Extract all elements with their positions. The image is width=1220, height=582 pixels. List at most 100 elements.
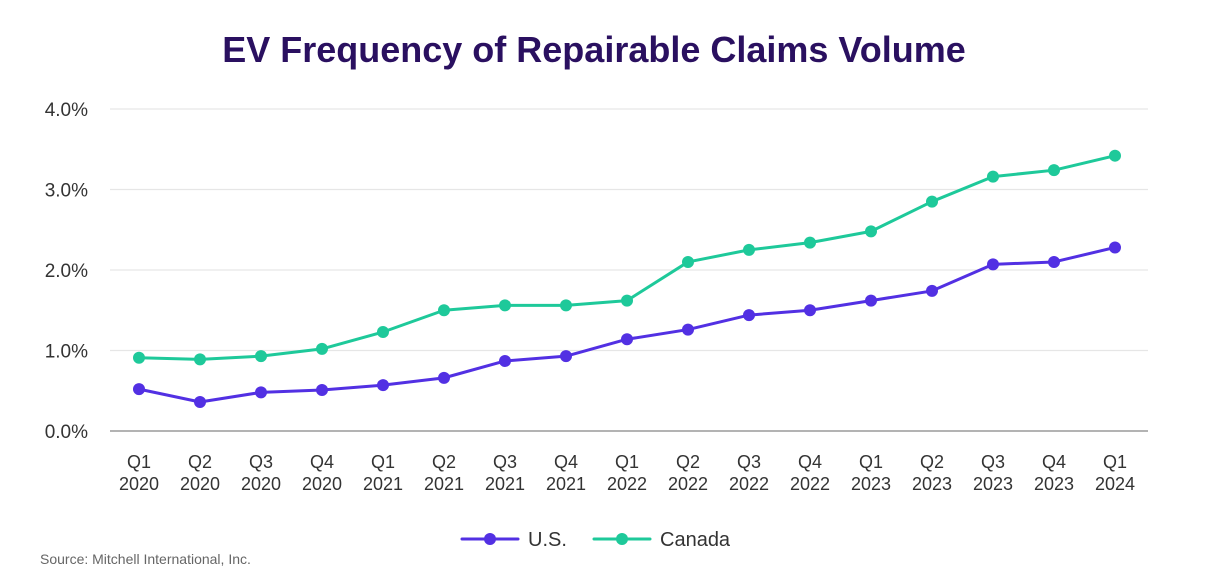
legend-swatch-marker [616, 533, 628, 545]
data-point-canada [682, 255, 694, 268]
series-line-u-s [137, 245, 1117, 404]
data-point-u-s [255, 386, 267, 399]
x-tick-year: 2022 [668, 474, 708, 494]
data-point-u-s [560, 350, 572, 363]
x-tick-quarter: Q2 [432, 452, 456, 472]
data-point-u-s [926, 284, 938, 297]
data-point-canada [743, 243, 755, 256]
data-point-u-s [499, 354, 511, 367]
x-tick-quarter: Q1 [371, 452, 395, 472]
x-tick-quarter: Q4 [1042, 452, 1066, 472]
x-tick-quarter: Q4 [310, 452, 334, 472]
x-tick-year: 2023 [912, 474, 952, 494]
data-point-canada [865, 225, 877, 238]
x-tick-quarter: Q1 [127, 452, 151, 472]
data-point-u-s [621, 333, 633, 346]
x-tick-year: 2021 [485, 474, 525, 494]
y-tick-label: 4.0% [45, 100, 88, 121]
x-tick-year: 2023 [1034, 474, 1074, 494]
chart-title: EV Frequency of Repairable Claims Volume [222, 29, 966, 70]
x-tick-year: 2022 [790, 474, 830, 494]
data-point-u-s [133, 383, 145, 396]
grid [110, 108, 1148, 352]
series-u-s [133, 241, 1121, 409]
y-tick-label: 1.0% [45, 342, 88, 363]
series-group [133, 149, 1121, 409]
x-tick-quarter: Q2 [188, 452, 212, 472]
data-point-canada [133, 351, 145, 364]
data-point-canada [499, 299, 511, 312]
legend-item-canada: Canada [592, 529, 731, 551]
x-tick-quarter: Q4 [798, 452, 822, 472]
data-point-canada [438, 304, 450, 317]
data-point-canada [926, 195, 938, 208]
x-tick-quarter: Q2 [676, 452, 700, 472]
x-tick-year: 2020 [241, 474, 281, 494]
data-point-u-s [194, 396, 206, 409]
x-tick-year: 2020 [180, 474, 220, 494]
x-tick-quarter: Q1 [859, 452, 883, 472]
data-point-canada [316, 342, 328, 355]
data-point-u-s [1048, 255, 1060, 268]
x-tick-year: 2023 [851, 474, 891, 494]
data-point-u-s [743, 309, 755, 322]
x-tick-quarter: Q1 [1103, 452, 1127, 472]
x-tick-quarter: Q1 [615, 452, 639, 472]
y-tick-label: 2.0% [45, 261, 88, 282]
data-point-u-s [987, 258, 999, 271]
data-point-u-s [682, 323, 694, 336]
x-axis-ticks: Q12020Q22020Q32020Q42020Q12021Q22021Q320… [119, 452, 1135, 494]
data-point-canada [804, 236, 816, 249]
data-point-canada [621, 294, 633, 307]
legend-label: U.S. [528, 529, 567, 551]
x-tick-quarter: Q3 [737, 452, 761, 472]
data-point-u-s [804, 304, 816, 317]
x-tick-year: 2024 [1095, 474, 1135, 494]
y-axis-ticks: 0.0% 1.0% 2.0% 3.0% 4.0% [45, 100, 88, 443]
source-note: Source: Mitchell International, Inc. [40, 551, 251, 567]
x-tick-year: 2022 [607, 474, 647, 494]
x-tick-quarter: Q2 [920, 452, 944, 472]
data-point-u-s [316, 383, 328, 396]
data-point-u-s [865, 294, 877, 307]
legend-item-u-s: U.S. [460, 529, 567, 551]
x-tick-quarter: Q4 [554, 452, 578, 472]
x-tick-quarter: Q3 [249, 452, 273, 472]
data-point-canada [560, 299, 572, 312]
legend-label: Canada [660, 529, 731, 551]
data-point-u-s [1109, 241, 1121, 254]
data-point-canada [987, 170, 999, 183]
data-point-canada [377, 325, 389, 338]
x-tick-quarter: Q3 [493, 452, 517, 472]
x-tick-year: 2021 [424, 474, 464, 494]
data-point-canada [1048, 164, 1060, 177]
x-tick-year: 2020 [119, 474, 159, 494]
y-tick-label: 0.0% [45, 422, 88, 443]
legend-swatch-marker [484, 533, 496, 545]
x-tick-year: 2021 [546, 474, 586, 494]
x-tick-year: 2023 [973, 474, 1013, 494]
x-tick-year: 2021 [363, 474, 403, 494]
x-tick-year: 2022 [729, 474, 769, 494]
data-point-canada [255, 350, 267, 363]
y-tick-label: 3.0% [45, 181, 88, 202]
data-point-canada [194, 353, 206, 366]
